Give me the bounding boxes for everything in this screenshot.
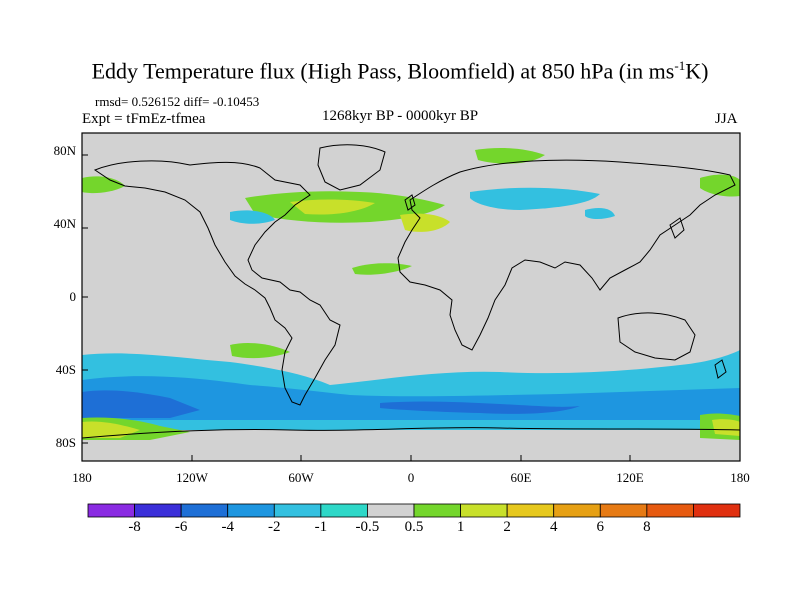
colorbar-swatch [273,503,322,518]
chart-title: Eddy Temperature flux (High Pass, Bloomf… [91,58,709,84]
colorbar-label: 4 [549,519,558,535]
lon-tick-label: 60E [511,470,532,485]
lat-tick-label: 40N [54,216,77,231]
coastlines [81,144,741,439]
colorbar-label: -0.5 [355,519,380,535]
lat-tick-label: 0 [70,289,77,304]
axis-ticks [81,154,741,461]
colorbar-swatch [413,503,461,518]
lon-tick-label: 120E [616,470,644,485]
lat-axis: 80N 40N 0 40S 80S [54,143,77,450]
colorbar-label: -6 [174,519,188,535]
colorbar-label: -8 [128,519,141,535]
lon-tick-label: 120W [176,470,209,485]
colorbar-swatch [506,503,555,518]
colorbar-swatch [646,503,694,518]
colorbar [87,503,741,518]
lon-tick-label: 0 [408,470,415,485]
colorbar-swatch [180,503,229,518]
lat-tick-label: 40S [56,362,76,377]
colorbar-swatch [227,503,275,518]
colorbar-label: 6 [596,519,605,535]
colorbar-label: -2 [268,519,281,535]
lon-tick-label: 60W [288,470,314,485]
colorbar-swatch [599,503,648,518]
colorbar-label: 1 [456,519,465,535]
lat-tick-label: 80N [54,143,77,158]
colorbar-swatch [320,503,368,518]
colorbar-swatch [460,503,508,518]
season-label: JJA [715,111,738,127]
lon-tick-label: 180 [72,470,92,485]
colorbar-swatch [134,503,182,518]
colorbar-swatch [87,503,135,518]
period-label: 1268kyr BP - 0000kyr BP [322,108,479,124]
experiment-label: Expt = tFmEz-tfmea [82,111,206,127]
colorbar-label: 8 [643,519,651,535]
colorbar-label: -1 [314,519,328,535]
lat-tick-label: 80S [56,435,76,450]
colorbar-label: -4 [221,519,234,535]
colorbar-label: 0.5 [404,519,424,535]
anomaly-fills [82,147,740,440]
stats-label: rmsd= 0.526152 diff= -0.10453 [95,94,260,109]
colorbar-label: 2 [503,519,511,535]
lon-axis: 180 120W 60W 0 60E 120E 180 [72,470,750,485]
lon-tick-label: 180 [730,470,750,485]
colorbar-swatch [367,503,415,518]
colorbar-swatch [553,503,601,518]
colorbar-swatch [693,503,741,518]
